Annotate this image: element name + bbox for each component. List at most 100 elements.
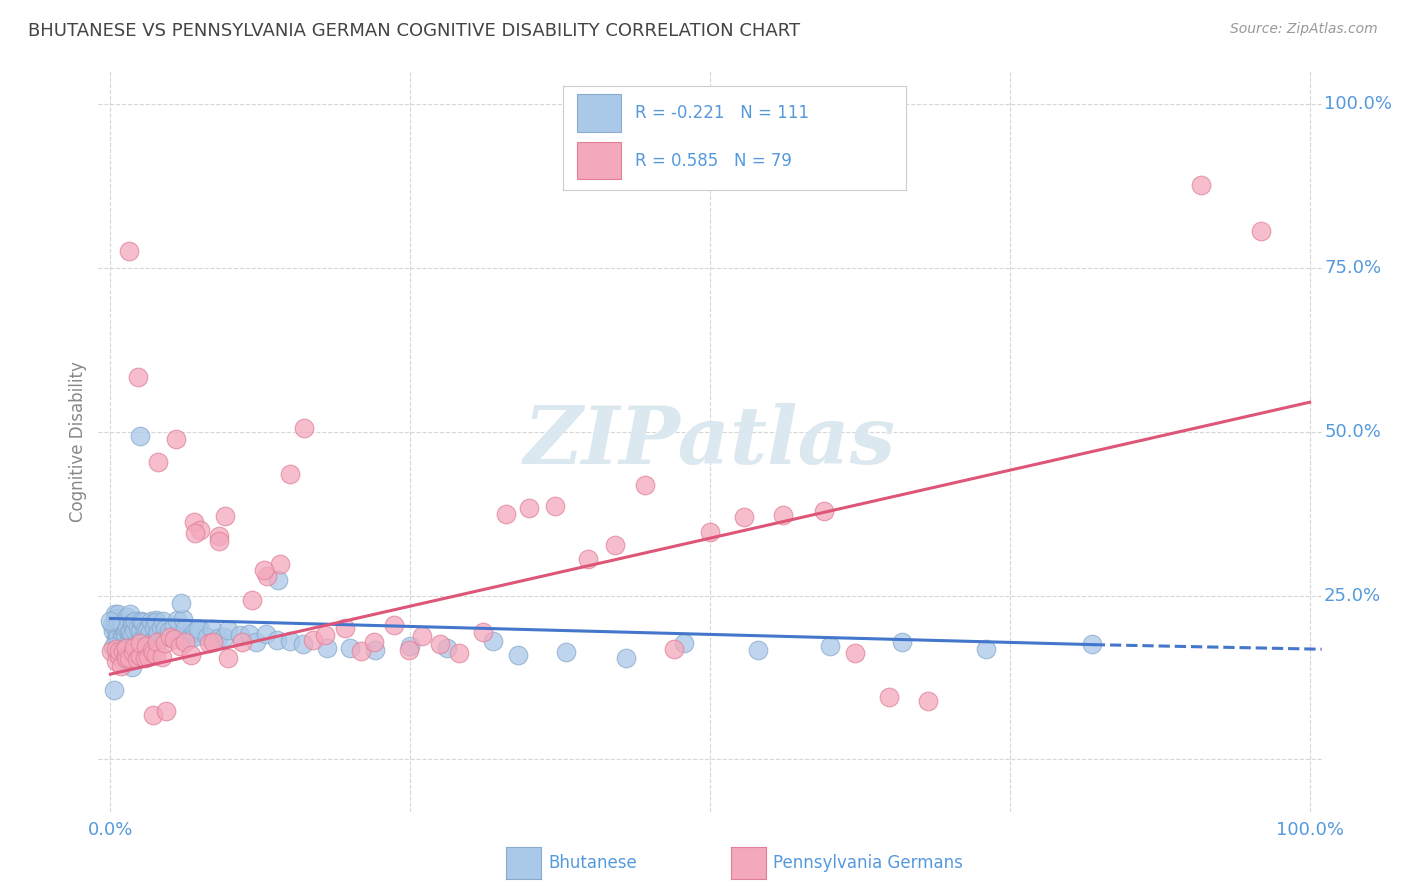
- Point: [195, 630, 218, 644]
- Point: [118, 625, 141, 640]
- Point: [105, 646, 128, 660]
- Point: [188, 622, 211, 636]
- Point: [603, 538, 626, 552]
- Point: [278, 467, 301, 481]
- Point: [482, 634, 505, 648]
- Point: [155, 704, 177, 718]
- Point: [145, 648, 167, 662]
- Point: [111, 616, 134, 631]
- Point: [114, 624, 136, 639]
- Point: [114, 649, 136, 664]
- Point: [382, 618, 405, 632]
- Point: [166, 613, 188, 627]
- Point: [112, 634, 135, 648]
- Point: [107, 644, 129, 658]
- Point: [506, 648, 529, 662]
- Point: [150, 650, 173, 665]
- Text: 25.0%: 25.0%: [1324, 587, 1381, 605]
- Point: [122, 615, 145, 630]
- Point: [120, 607, 142, 622]
- Point: [139, 625, 162, 640]
- Point: [129, 620, 152, 634]
- Point: [228, 628, 250, 642]
- Point: [436, 640, 458, 655]
- Point: [184, 525, 207, 540]
- Point: [208, 533, 231, 548]
- Point: [890, 635, 912, 649]
- Point: [517, 501, 540, 516]
- Point: [129, 633, 152, 648]
- Point: [447, 647, 470, 661]
- Point: [101, 640, 124, 654]
- Text: 75.0%: 75.0%: [1324, 259, 1381, 277]
- Point: [118, 244, 141, 259]
- Point: [662, 642, 685, 657]
- Point: [117, 627, 139, 641]
- Point: [156, 630, 179, 644]
- Point: [877, 690, 900, 705]
- Point: [614, 650, 637, 665]
- Point: [813, 504, 835, 518]
- Point: [107, 627, 129, 641]
- Point: [169, 639, 191, 653]
- Point: [108, 649, 131, 664]
- Point: [1250, 224, 1272, 238]
- Point: [136, 650, 159, 665]
- Point: [231, 635, 253, 649]
- Point: [121, 660, 143, 674]
- Point: [101, 624, 124, 639]
- Point: [125, 635, 148, 649]
- Point: [121, 627, 143, 641]
- Point: [104, 620, 127, 634]
- Point: [1189, 178, 1212, 193]
- Point: [198, 636, 221, 650]
- Point: [103, 683, 125, 698]
- Text: Source: ZipAtlas.com: Source: ZipAtlas.com: [1230, 22, 1378, 37]
- Point: [145, 613, 167, 627]
- Point: [411, 629, 433, 643]
- Point: [155, 622, 177, 636]
- Text: ZIPatlas: ZIPatlas: [524, 403, 896, 480]
- Point: [108, 617, 131, 632]
- Point: [217, 623, 239, 637]
- Point: [472, 625, 495, 640]
- Point: [105, 629, 128, 643]
- Point: [146, 455, 169, 469]
- Point: [292, 637, 315, 651]
- Point: [253, 563, 276, 577]
- Point: [112, 644, 135, 658]
- Point: [107, 607, 129, 621]
- Point: [145, 615, 167, 629]
- Point: [256, 569, 278, 583]
- Point: [208, 529, 231, 543]
- Point: [254, 627, 277, 641]
- Point: [177, 631, 200, 645]
- Point: [350, 644, 373, 658]
- Point: [124, 640, 146, 655]
- Point: [118, 632, 141, 646]
- Point: [190, 524, 212, 538]
- Point: [495, 507, 517, 521]
- Point: [111, 630, 134, 644]
- Point: [110, 632, 132, 647]
- Point: [134, 651, 156, 665]
- Point: [142, 646, 165, 660]
- Point: [174, 623, 197, 637]
- Point: [207, 631, 229, 645]
- Point: [747, 642, 769, 657]
- Point: [166, 628, 188, 642]
- Text: 100.0%: 100.0%: [1324, 95, 1392, 113]
- Point: [121, 617, 143, 632]
- Point: [128, 648, 150, 663]
- Point: [163, 618, 186, 632]
- Point: [157, 624, 180, 638]
- Point: [333, 621, 356, 635]
- Point: [150, 620, 173, 634]
- Point: [111, 617, 134, 632]
- Point: [187, 622, 209, 636]
- Point: [124, 618, 146, 632]
- Point: [152, 615, 174, 629]
- Point: [314, 628, 336, 642]
- Point: [136, 629, 159, 643]
- Point: [129, 630, 152, 644]
